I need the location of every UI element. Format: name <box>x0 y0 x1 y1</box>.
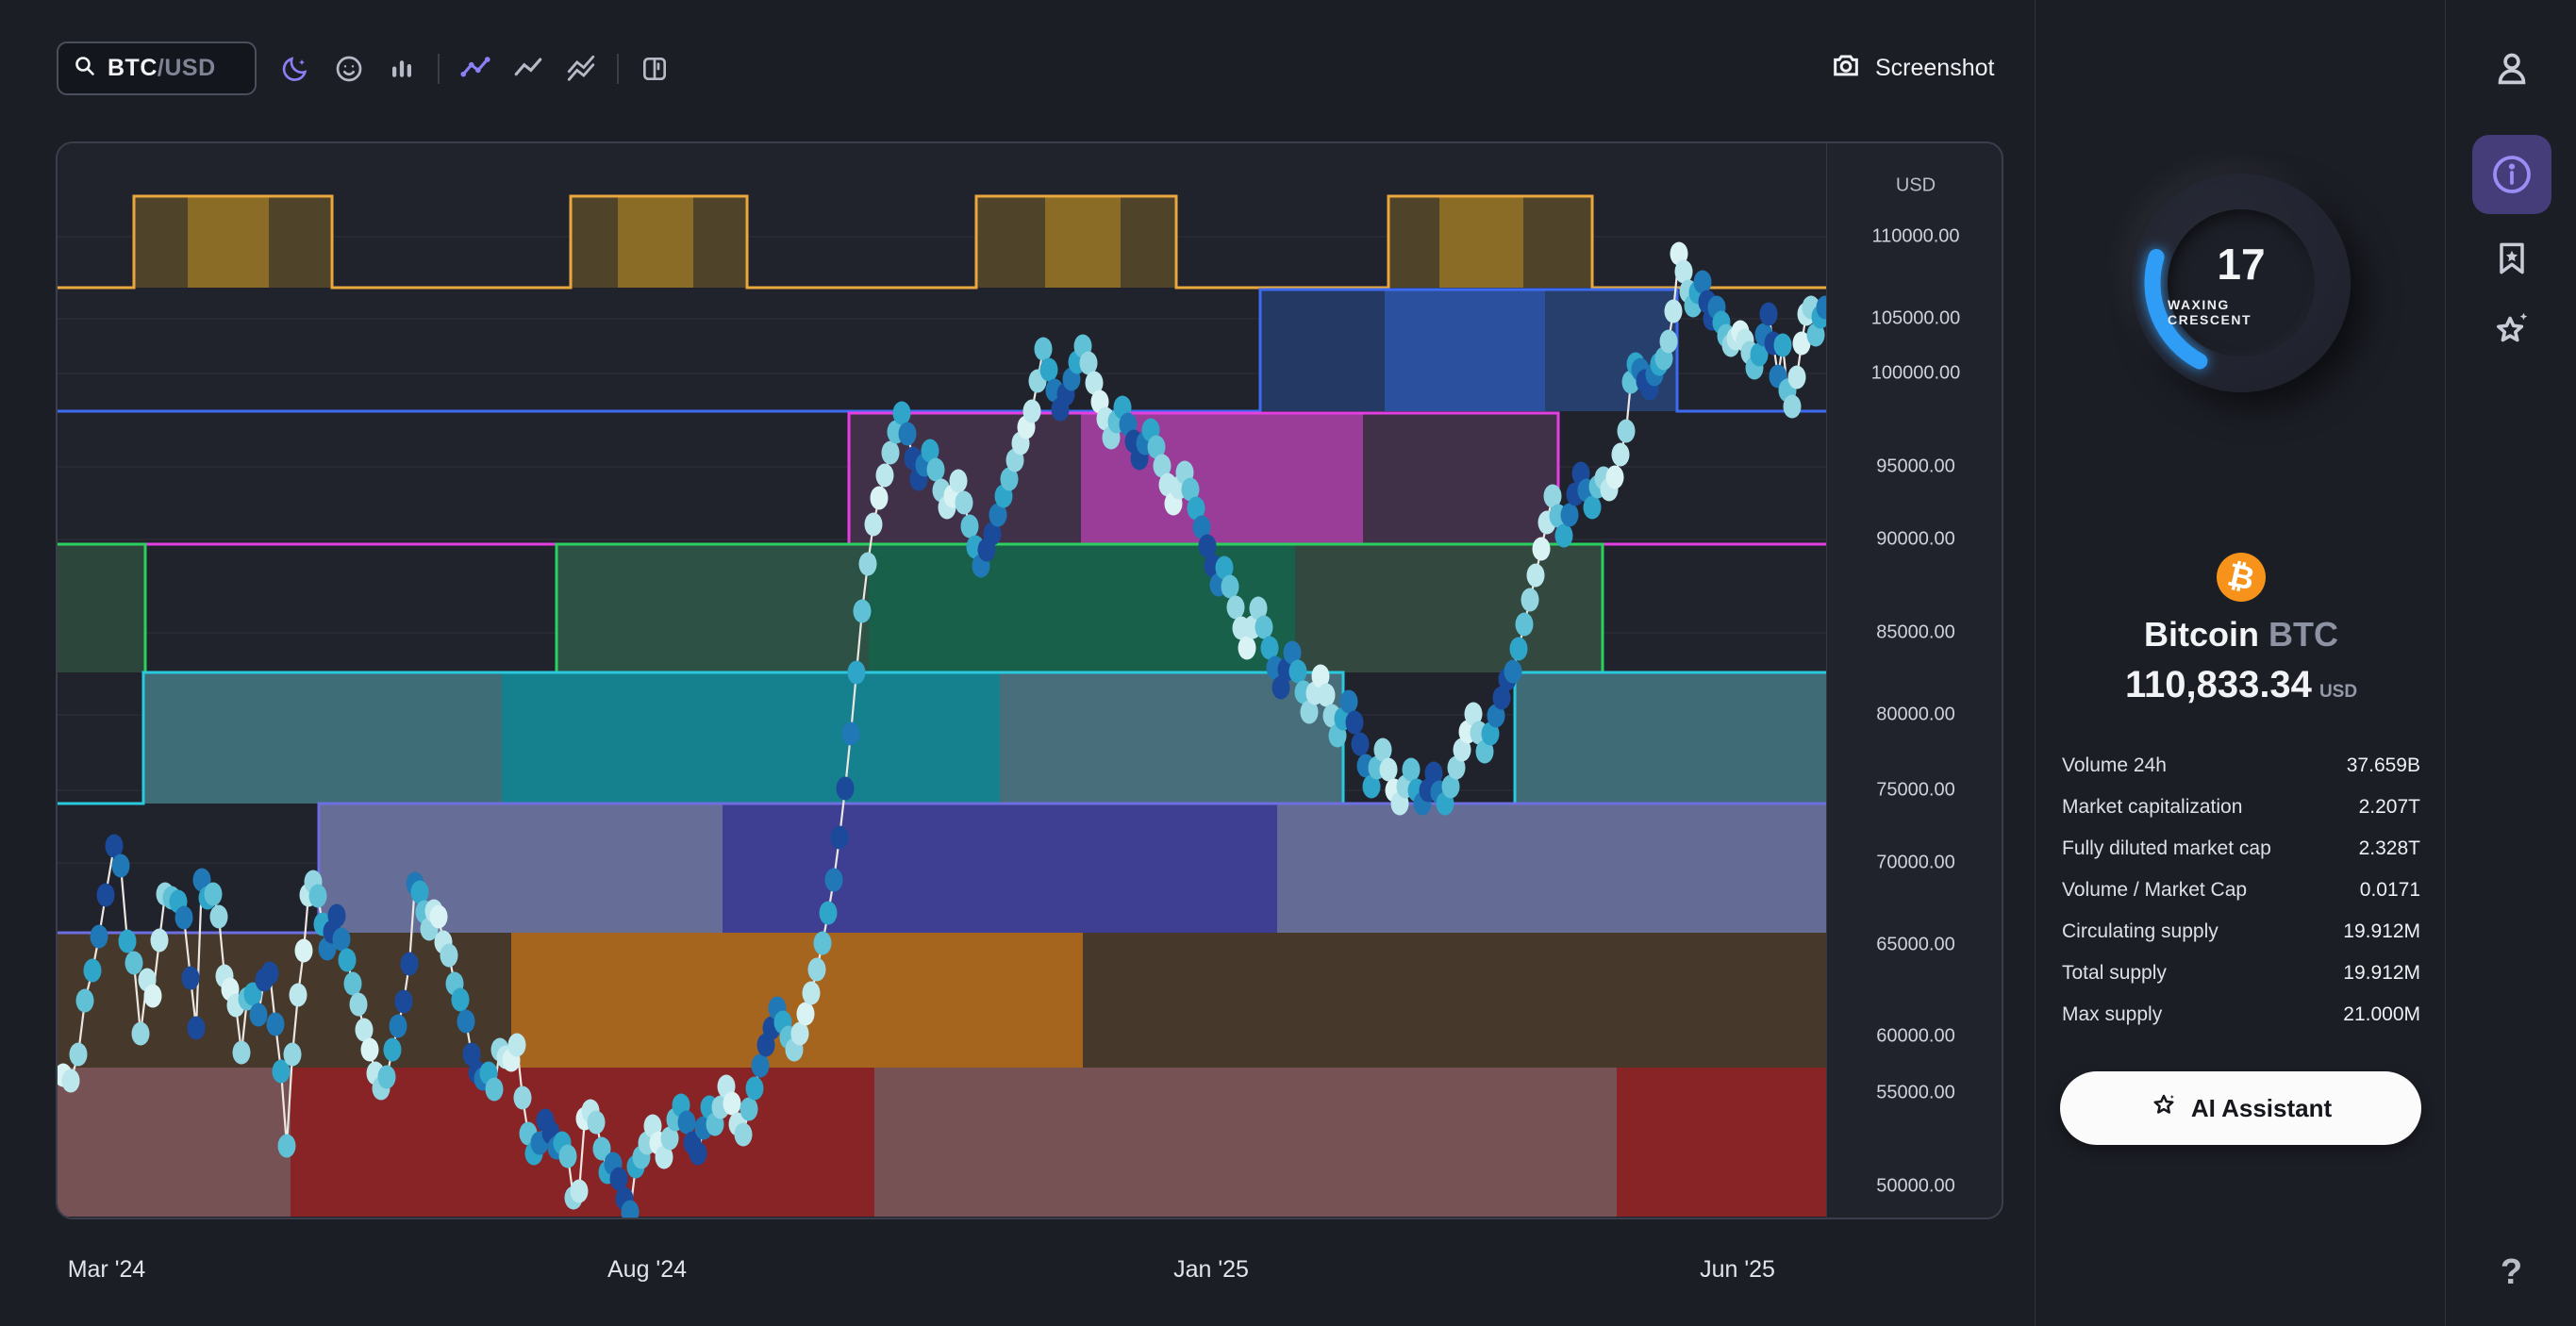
coin-stats: Volume 24h 37.659B Market capitalization… <box>2062 745 2420 1036</box>
stat-row: Volume / Market Cap 0.0171 <box>2062 870 2420 911</box>
y-tick-label: 75000.00 <box>1876 779 1955 801</box>
stat-row: Circulating supply 19.912M <box>2062 911 2420 953</box>
coin-name: Bitcoin <box>2143 615 2259 654</box>
book-icon[interactable] <box>638 52 672 86</box>
stat-label: Volume / Market Cap <box>2062 879 2248 901</box>
stat-value: 2.328T <box>2358 837 2420 859</box>
y-tick-label: 65000.00 <box>1876 934 1955 955</box>
stat-value: 0.0171 <box>2359 879 2420 901</box>
stat-label: Total supply <box>2062 962 2167 984</box>
y-tick-label: 60000.00 <box>1876 1025 1955 1047</box>
y-tick-label: 110000.00 <box>1871 225 1960 247</box>
stat-row: Max supply 21.000M <box>2062 994 2420 1036</box>
star-sparkle-icon[interactable] <box>2490 307 2534 356</box>
stat-row: Market capitalization 2.207T <box>2062 787 2420 828</box>
icon-rail: ? <box>2447 0 2576 1326</box>
bookmark-star-icon[interactable] <box>2491 238 2533 284</box>
y-tick-label: 85000.00 <box>1876 622 1955 643</box>
chart-toolbar <box>279 41 672 95</box>
x-tick-label: Jan '25 <box>1173 1256 1249 1283</box>
search-icon <box>74 55 96 82</box>
y-tick-label: 50000.00 <box>1876 1175 1955 1197</box>
help-icon[interactable]: ? <box>2500 1252 2523 1292</box>
y-axis-unit: USD <box>1895 174 1936 196</box>
x-tick-label: Jun '25 <box>1700 1256 1775 1283</box>
bitcoin-logo: ₿ <box>2217 553 2266 602</box>
ai-assistant-label: AI Assistant <box>2190 1093 2333 1122</box>
y-tick-label: 100000.00 <box>1870 362 1961 384</box>
y-tick-label: 80000.00 <box>1876 704 1955 725</box>
moon-stars-icon[interactable] <box>279 52 313 86</box>
moon-dial-face: 17 WAXING CRESCENT <box>2168 209 2315 356</box>
symbol-primary: BTC <box>108 55 158 81</box>
info-tab-active[interactable] <box>2471 135 2551 214</box>
column-chart-icon[interactable] <box>385 52 419 86</box>
stat-value: 37.659B <box>2346 754 2420 776</box>
ai-assistant-button[interactable]: AI Assistant <box>2060 1071 2421 1145</box>
moon-day: 17 <box>2217 240 2266 289</box>
toolbar-divider <box>438 53 440 84</box>
y-tick-label: 70000.00 <box>1876 852 1955 873</box>
y-tick-label: 105000.00 <box>1870 307 1961 329</box>
moon-arc <box>2144 249 2208 370</box>
y-tick-label: 95000.00 <box>1876 456 1955 477</box>
coin-ticker: BTC <box>2269 615 2338 654</box>
toolbar-divider <box>617 53 619 84</box>
symbol-secondary: /USD <box>157 55 216 81</box>
stat-row: Fully diluted market cap 2.328T <box>2062 828 2420 870</box>
axis-divider <box>1826 143 1827 1218</box>
stat-label: Volume 24h <box>2062 754 2167 776</box>
stat-label: Market capitalization <box>2062 796 2243 818</box>
coin-price-currency: USD <box>2318 682 2358 702</box>
moon-phase-dial: 17 WAXING CRESCENT <box>2132 174 2351 392</box>
line-icon[interactable] <box>511 52 545 86</box>
profile-icon[interactable] <box>2490 47 2534 95</box>
camera-icon <box>1830 49 1862 88</box>
x-tick-label: Mar '24 <box>67 1256 146 1283</box>
price-chart[interactable] <box>58 143 1826 1218</box>
screenshot-button[interactable]: Screenshot <box>1830 41 1994 95</box>
y-tick-label: 55000.00 <box>1876 1082 1955 1103</box>
smiley-icon[interactable] <box>332 52 366 86</box>
stat-label: Circulating supply <box>2062 920 2219 942</box>
stat-value: 19.912M <box>2343 962 2420 984</box>
line-dots-icon[interactable] <box>458 52 492 86</box>
stat-row: Volume 24h 37.659B <box>2062 745 2420 787</box>
coin-price: 110,833.34 <box>2124 664 2312 705</box>
moon-phase-label: WAXING CRESCENT <box>2168 297 2252 327</box>
stat-value: 2.207T <box>2358 796 2420 818</box>
screenshot-label: Screenshot <box>1875 55 1995 81</box>
stat-value: 21.000M <box>2343 1003 2420 1025</box>
y-tick-label: 90000.00 <box>1876 528 1955 550</box>
price-chart-panel[interactable]: USD 110000.00 105000.00 100000.00 95000.00 90… <box>56 141 2003 1219</box>
multi-line-icon[interactable] <box>564 52 598 86</box>
stat-label: Fully diluted market cap <box>2062 837 2271 859</box>
stat-value: 19.912M <box>2343 920 2420 942</box>
ai-star-icon <box>2150 1091 2178 1126</box>
symbol-search[interactable]: BTC/USD <box>57 41 257 95</box>
stat-row: Total supply 19.912M <box>2062 953 2420 994</box>
x-tick-label: Aug '24 <box>607 1256 688 1283</box>
coin-info-panel: 17 WAXING CRESCENT ₿ Bitcoin BTC 110,833… <box>2035 0 2446 1326</box>
stat-label: Max supply <box>2062 1003 2163 1025</box>
